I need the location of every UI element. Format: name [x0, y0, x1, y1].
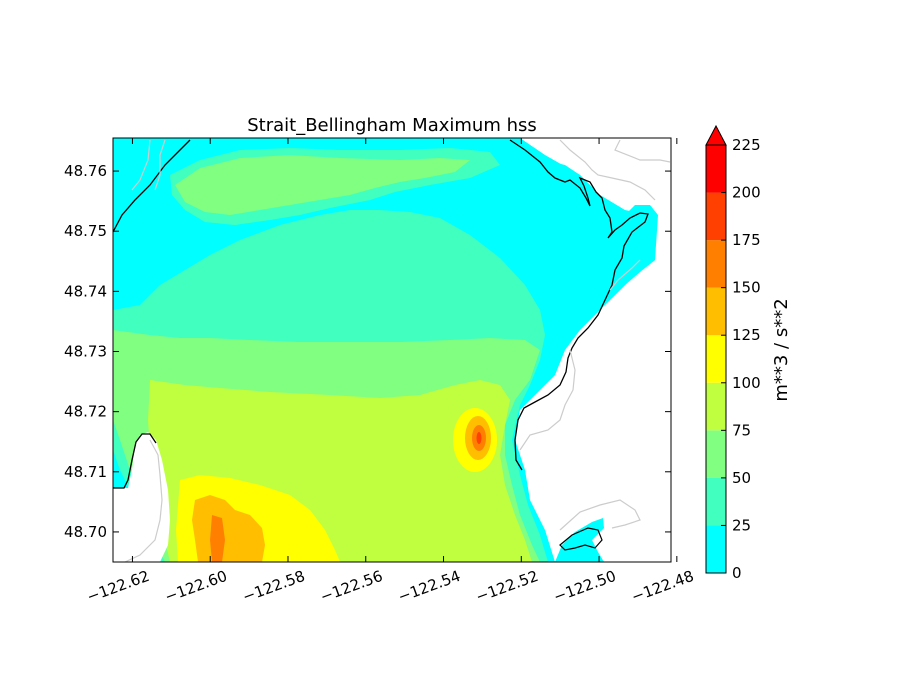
x-tick-label: −122.60	[162, 567, 229, 606]
map-title: Strait_Bellingham Maximum hss	[247, 115, 537, 136]
southeast-island-coast	[559, 527, 603, 551]
colorbar-band	[706, 192, 726, 241]
colorbar-tick-label: 125	[732, 326, 761, 344]
colorbar-tick-label: 50	[732, 469, 751, 487]
colorbar-tick-label: 150	[732, 279, 761, 297]
y-tick-label: 48.71	[64, 463, 107, 481]
hotspot-175-200	[476, 432, 482, 444]
colorbar-bands	[706, 145, 726, 573]
colorbar-tick-label: 200	[732, 184, 761, 202]
colorbar-tick-label: 0	[732, 564, 742, 582]
colorbar-frame	[705, 144, 727, 574]
colorbar-band	[706, 430, 726, 478]
water-band-125-150-south	[192, 495, 265, 562]
colorbar-band	[706, 145, 726, 193]
colorbar: 0 25 50 75 100 125 150 175 200 225 m**3 / s**2	[705, 124, 792, 582]
y-tick-label: 48.73	[64, 343, 107, 361]
colorbar-tick-label: 175	[732, 231, 761, 249]
y-tick-label: 48.75	[64, 222, 107, 240]
x-tick-label: −122.56	[318, 567, 385, 606]
colorbar-tick-label: 25	[732, 516, 751, 534]
x-tick-label: −122.48	[629, 567, 696, 606]
west-peninsula-land	[113, 432, 170, 562]
map-frame	[112, 137, 672, 563]
colorbar-band	[706, 240, 726, 288]
x-tick-label: −122.62	[85, 567, 152, 606]
water-band-50-75-north	[175, 155, 470, 215]
colorbar-tick-label: 100	[732, 374, 761, 392]
y-tick-label: 48.72	[64, 403, 107, 421]
colorbar-label: m**3 / s**2	[771, 298, 792, 401]
land-outline	[124, 139, 671, 562]
x-tick-label: −122.54	[396, 567, 463, 606]
x-tick-label: −122.52	[473, 567, 540, 606]
colorbar-tick-label: 75	[732, 421, 751, 439]
colorbar-band	[706, 525, 726, 573]
colorbar-tick-label: 225	[732, 136, 761, 154]
colorbar-band	[706, 477, 726, 526]
colorbar-ticks: 0 25 50 75 100 125 150 175 200 225	[721, 136, 761, 582]
y-tick-label: 48.74	[64, 282, 107, 300]
water-band-150-175-south	[210, 515, 225, 562]
x-tick-label: −122.50	[551, 567, 618, 606]
y-axis: 48.70 48.71 48.72 48.73 48.74 48.75 48.76	[64, 162, 671, 541]
northeast-inlet-water	[545, 160, 658, 298]
colorbar-band	[706, 335, 726, 383]
y-tick-label: 48.76	[64, 162, 107, 180]
x-tick-label: −122.58	[240, 567, 307, 606]
y-tick-label: 48.70	[64, 523, 107, 541]
colorbar-band	[706, 382, 726, 431]
map-area	[113, 138, 671, 562]
coastline-main	[113, 139, 649, 489]
colorbar-band	[706, 287, 726, 336]
colorbar-extend-arrow	[705, 124, 727, 146]
